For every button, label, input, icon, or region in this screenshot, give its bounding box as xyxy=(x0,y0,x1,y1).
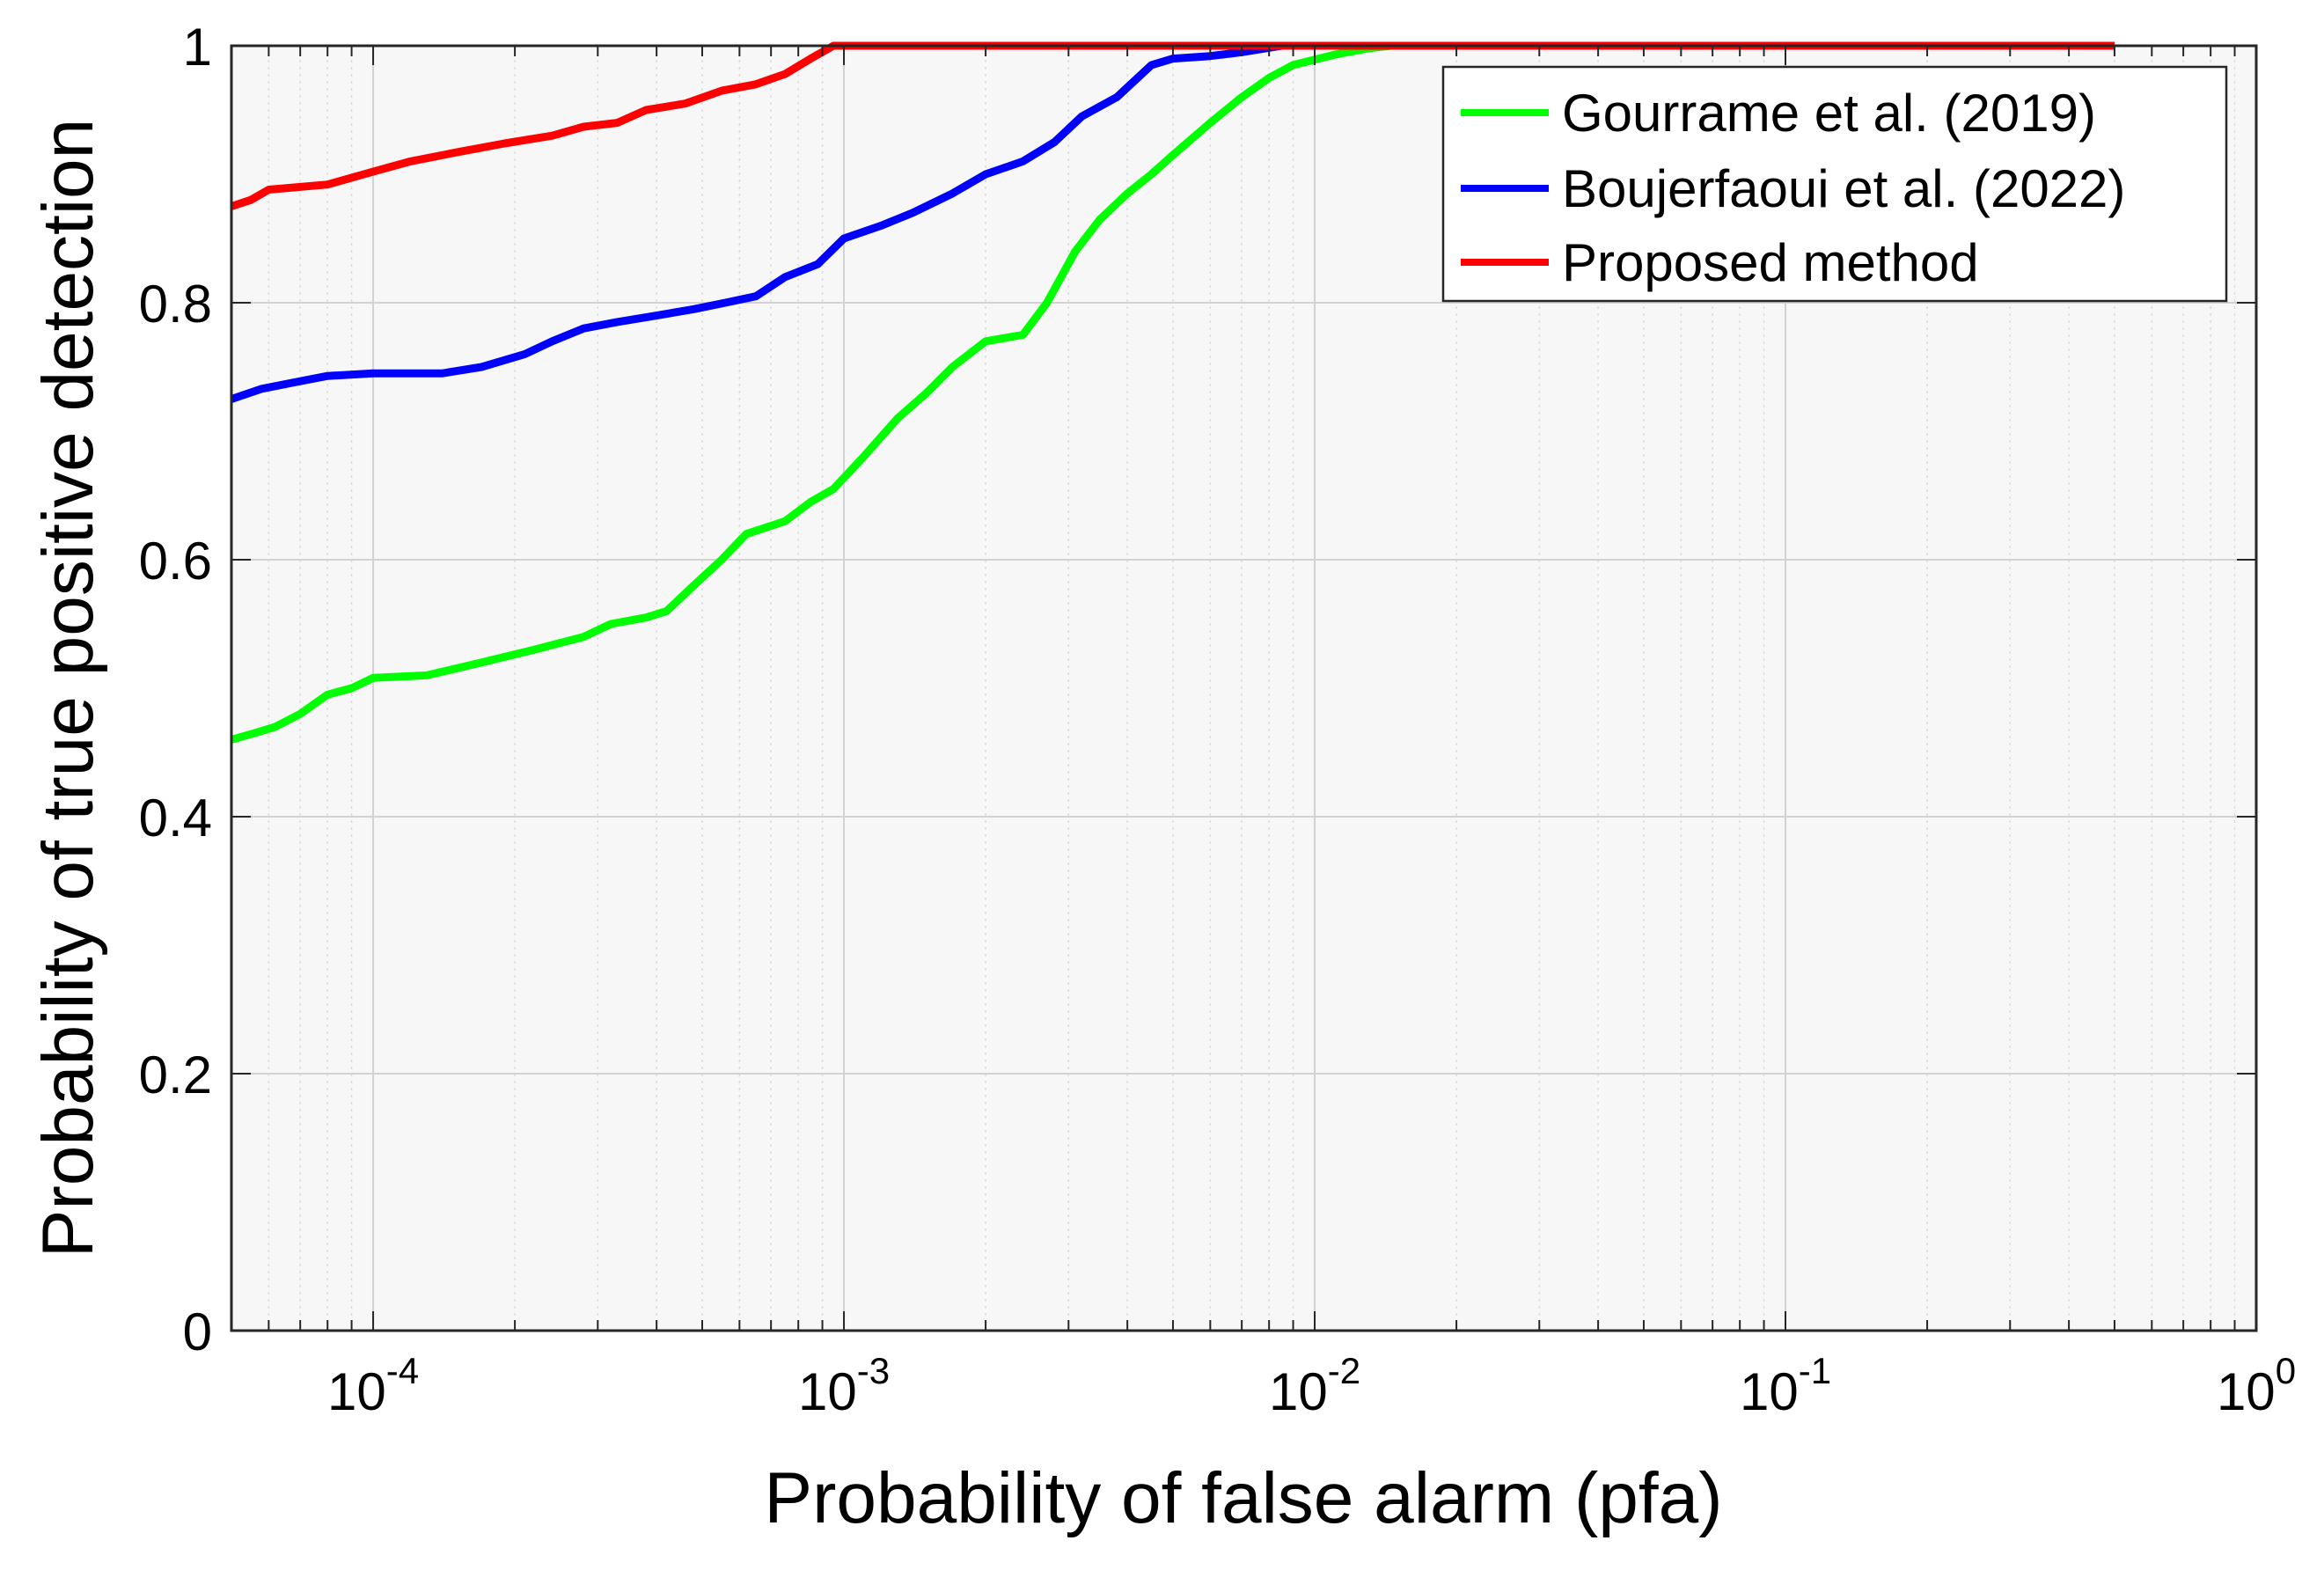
tick-labels: 0 0.2 0.4 0.6 0.8 1 10-4 10-3 10-2 10-1 100 xyxy=(139,18,2296,1421)
series-lines xyxy=(230,41,2115,744)
y-tick-label: 0.4 xyxy=(139,789,212,847)
axes xyxy=(230,44,2258,1332)
plot-frame xyxy=(230,44,2258,1332)
series-line xyxy=(230,41,2115,403)
series-line xyxy=(230,41,2115,744)
y-axis-label: Probability of true positive detection xyxy=(28,119,108,1258)
legend-box xyxy=(1441,65,2228,303)
y-tick-label: 0 xyxy=(183,1302,212,1361)
y-tick-label: 0.6 xyxy=(139,532,212,591)
x-tick-label: 10-1 xyxy=(1740,1350,1831,1421)
y-tick-label: 0.2 xyxy=(139,1045,212,1104)
legend: Gourrame et al. (2019) Boujerfaoui et al… xyxy=(1441,65,2228,303)
legend-label: Boujerfaoui et al. (2022) xyxy=(1562,159,2125,218)
legend-label: Proposed method xyxy=(1562,233,1979,292)
x-tick-label: 10-4 xyxy=(327,1350,419,1421)
y-tick-label: 1 xyxy=(183,18,212,77)
x-tick-label: 10-3 xyxy=(798,1350,890,1421)
x-tick-label: 100 xyxy=(2217,1350,2296,1421)
x-axis-label: Probability of false alarm (pfa) xyxy=(764,1458,1722,1538)
x-tick-label: 10-2 xyxy=(1269,1350,1360,1421)
y-tick-label: 0.8 xyxy=(139,275,212,334)
series-line xyxy=(230,41,2115,210)
legend-label: Gourrame et al. (2019) xyxy=(1562,84,2096,143)
